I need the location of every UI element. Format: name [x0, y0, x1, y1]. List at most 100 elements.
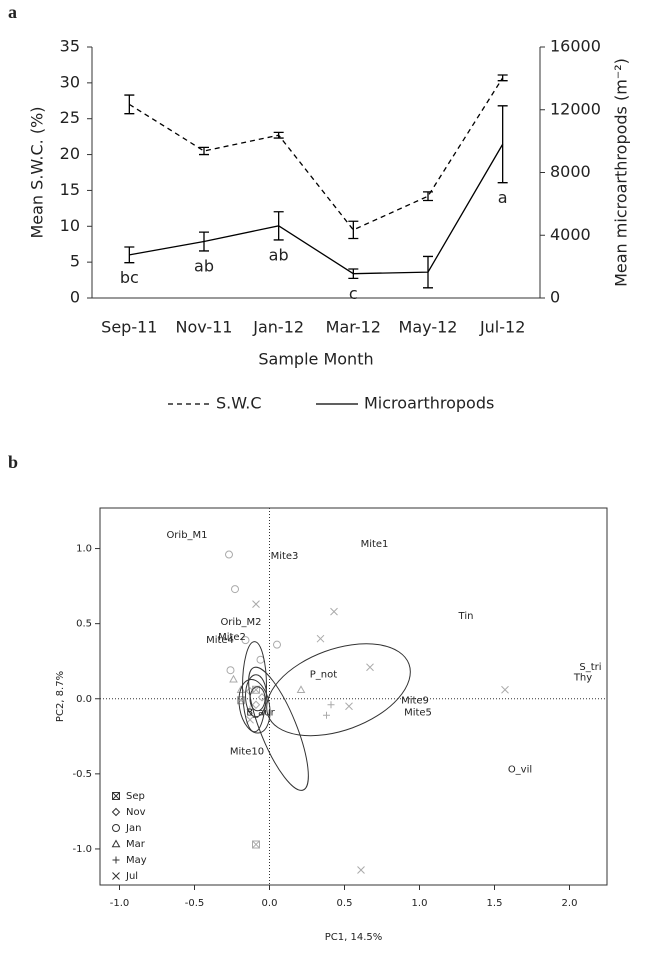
x-tick-label: 1.5 — [487, 898, 503, 909]
species-label: Thy — [573, 673, 592, 684]
annotation: ab — [269, 245, 289, 264]
species-label: Orib_M1 — [166, 530, 207, 541]
error-bar — [423, 255, 433, 289]
error-bar — [273, 211, 284, 241]
annotation: bc — [120, 268, 139, 287]
point — [252, 840, 260, 849]
error-bar — [124, 94, 135, 115]
ellipse — [266, 643, 411, 737]
point — [229, 674, 238, 683]
error-bar — [497, 74, 508, 82]
y2-tick-label: 8000 — [550, 162, 591, 181]
point — [296, 685, 306, 694]
legend-marker — [112, 792, 120, 800]
species-label: Orib_M2 — [220, 617, 261, 628]
legend-label: May — [126, 855, 147, 866]
error-bar — [199, 146, 209, 156]
error-bar — [199, 231, 209, 252]
point — [316, 634, 325, 643]
legend-marker — [111, 807, 121, 817]
y-tick-label: 0.0 — [76, 694, 92, 705]
point — [225, 550, 234, 559]
legend-label: Mar — [126, 839, 146, 850]
point — [273, 640, 282, 649]
y-tick-label: 5 — [70, 252, 80, 271]
y2-axis-label: Mean microarthropods (m⁻²) — [612, 58, 631, 287]
y-tick-label: 25 — [60, 108, 80, 127]
y-tick-label: 10 — [60, 216, 80, 235]
y2-tick-label: 16000 — [550, 37, 601, 56]
annotation: c — [349, 284, 358, 303]
point — [252, 600, 260, 608]
point — [501, 685, 509, 694]
annotation: ab — [194, 256, 214, 275]
y-tick-label: 20 — [60, 144, 80, 163]
x-tick-label: -0.5 — [185, 898, 205, 909]
series-line — [128, 77, 504, 231]
species-label: Mite5 — [404, 707, 432, 718]
x-tick-label: Jan-12 — [252, 318, 304, 337]
y-tick-label: 1.0 — [76, 544, 92, 555]
point — [241, 636, 250, 645]
ellipse — [245, 674, 267, 718]
error-bar — [423, 191, 433, 202]
y-axis-label: Mean S.W.C. (%) — [28, 106, 47, 238]
legend-label: Nov — [126, 807, 146, 818]
point — [323, 711, 330, 719]
error-bar — [497, 105, 508, 184]
error-bar — [124, 246, 135, 264]
ellipse — [248, 666, 309, 791]
species-label: B_aur — [246, 707, 275, 718]
x-axis-label: PC1, 14.5% — [325, 932, 383, 943]
ellipse — [238, 679, 271, 734]
legend-marker — [112, 872, 120, 880]
species-label: P_not — [310, 670, 337, 681]
species-label: Mite1 — [361, 539, 389, 550]
point — [231, 585, 240, 594]
y-axis-label: PC2, 8.7% — [55, 671, 66, 722]
species-label: Mite10 — [230, 746, 264, 757]
point — [327, 701, 335, 709]
y2-tick-label: 4000 — [550, 225, 591, 244]
legend-label: Jul — [125, 871, 138, 882]
panel-letter: b — [8, 452, 18, 472]
legend-label: S.W.C — [216, 394, 261, 413]
point — [330, 607, 338, 616]
ellipse — [249, 686, 266, 712]
x-tick-label: Jul-12 — [479, 318, 525, 337]
ellipse — [242, 641, 267, 733]
point — [246, 715, 254, 724]
species-label: Mite4 — [206, 635, 234, 646]
point — [256, 655, 265, 664]
x-tick-label: Nov-11 — [176, 318, 233, 337]
species-label: O_vil — [508, 764, 532, 775]
legend-label: Jan — [125, 823, 141, 834]
point — [366, 663, 374, 672]
y2-tick-label: 0 — [550, 288, 560, 307]
point — [357, 866, 365, 874]
x-tick-label: 0.5 — [337, 898, 353, 909]
point — [345, 702, 353, 711]
y-tick-label: 0.5 — [76, 619, 92, 630]
y-tick-label: 35 — [60, 37, 80, 56]
legend-marker — [111, 839, 121, 848]
y2-tick-label: 12000 — [550, 99, 601, 118]
species-label: Tin — [458, 611, 474, 622]
y-tick-label: -0.5 — [72, 769, 92, 780]
legend-marker — [112, 824, 121, 832]
error-bar — [348, 220, 359, 240]
annotation: a — [498, 188, 508, 207]
point — [226, 666, 235, 675]
x-tick-label: -1.0 — [110, 898, 130, 909]
x-tick-label: Sep-11 — [101, 318, 157, 337]
panel-letter: a — [8, 2, 17, 22]
x-tick-label: Mar-12 — [326, 318, 381, 337]
error-bar — [273, 131, 284, 139]
species-label: Mite3 — [271, 551, 299, 562]
error-bar — [348, 268, 359, 280]
y-tick-label: 0 — [70, 288, 80, 307]
species-label: S_tri — [579, 662, 601, 673]
series-line — [129, 143, 504, 275]
legend-label: Microarthropods — [364, 394, 494, 413]
